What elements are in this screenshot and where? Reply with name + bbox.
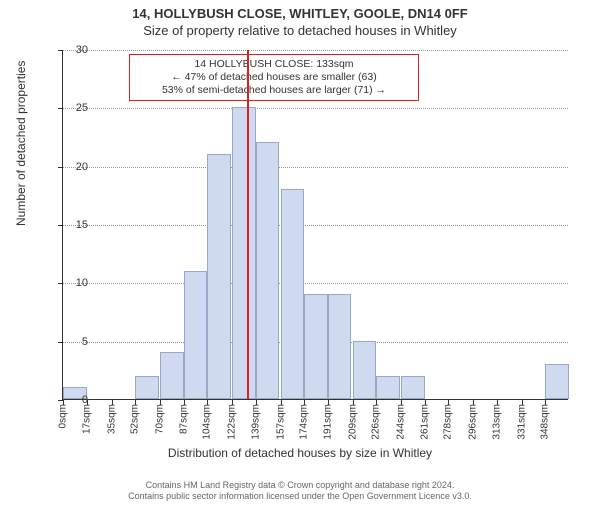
xtick-label: 122sqm <box>227 404 238 440</box>
annotation-line1: 14 HOLLYBUSH CLOSE: 133sqm <box>136 58 412 71</box>
footer-line1: Contains HM Land Registry data © Crown c… <box>0 480 600 491</box>
histogram-bar <box>545 364 569 399</box>
footer-attribution: Contains HM Land Registry data © Crown c… <box>0 480 600 502</box>
page-title-line2: Size of property relative to detached ho… <box>0 23 600 38</box>
xtick-label: 87sqm <box>178 404 189 434</box>
gridline <box>63 283 568 284</box>
ytick-label: 10 <box>64 277 88 289</box>
ytick-mark <box>58 167 63 168</box>
ytick-mark <box>58 108 63 109</box>
ytick-mark <box>58 50 63 51</box>
ytick-label: 15 <box>64 219 88 231</box>
plot-region: 14 HOLLYBUSH CLOSE: 133sqm ← 47% of deta… <box>62 50 568 400</box>
xtick-label: 104sqm <box>202 404 213 440</box>
page-title-line1: 14, HOLLYBUSH CLOSE, WHITLEY, GOOLE, DN1… <box>0 6 600 21</box>
property-marker-line <box>247 50 249 399</box>
ytick-label: 30 <box>64 44 88 56</box>
xtick-label: 331sqm <box>516 404 527 440</box>
footer-line2: Contains public sector information licen… <box>0 491 600 502</box>
xtick-label: 209sqm <box>347 404 358 440</box>
xtick-label: 70sqm <box>155 404 166 434</box>
xtick-label: 35sqm <box>106 404 117 434</box>
xtick-label: 0sqm <box>58 404 69 428</box>
xtick-label: 313sqm <box>491 404 502 440</box>
annotation-line3: 53% of semi-detached houses are larger (… <box>136 84 412 97</box>
histogram-bar <box>232 107 256 399</box>
annotation-line2: ← 47% of detached houses are smaller (63… <box>136 71 412 84</box>
histogram-bar <box>328 294 352 399</box>
x-axis-label: Distribution of detached houses by size … <box>0 446 600 460</box>
xtick-label: 348sqm <box>540 404 551 440</box>
histogram-bar <box>135 376 159 399</box>
marker-annotation: 14 HOLLYBUSH CLOSE: 133sqm ← 47% of deta… <box>129 54 419 101</box>
xtick-label: 17sqm <box>81 404 92 434</box>
gridline <box>63 108 568 109</box>
ytick-mark <box>58 342 63 343</box>
xtick-label: 191sqm <box>322 404 333 440</box>
ytick-mark <box>58 283 63 284</box>
xtick-label: 139sqm <box>250 404 261 440</box>
histogram-bar <box>401 376 425 399</box>
gridline <box>63 225 568 226</box>
ytick-label: 5 <box>64 336 88 348</box>
xtick-label: 244sqm <box>396 404 407 440</box>
histogram-bar <box>376 376 400 399</box>
ytick-label: 0 <box>64 394 88 406</box>
xtick-label: 278sqm <box>443 404 454 440</box>
xtick-label: 296sqm <box>468 404 479 440</box>
histogram-bar <box>207 154 231 399</box>
histogram-bar <box>184 271 208 399</box>
ytick-label: 25 <box>64 102 88 114</box>
ytick-mark <box>58 225 63 226</box>
histogram-bar <box>304 294 328 399</box>
xtick-label: 157sqm <box>275 404 286 440</box>
xtick-label: 261sqm <box>419 404 430 440</box>
xtick-label: 52sqm <box>130 404 141 434</box>
xtick-label: 174sqm <box>299 404 310 440</box>
histogram-bar <box>281 189 305 399</box>
histogram-bar <box>256 142 280 399</box>
gridline <box>63 50 568 51</box>
xtick-label: 226sqm <box>371 404 382 440</box>
histogram-bar <box>353 341 377 399</box>
gridline <box>63 167 568 168</box>
histogram-bar <box>160 352 184 399</box>
ytick-label: 20 <box>64 161 88 173</box>
histogram-chart: 14 HOLLYBUSH CLOSE: 133sqm ← 47% of deta… <box>62 50 568 400</box>
y-axis-label: Number of detached properties <box>14 61 28 226</box>
